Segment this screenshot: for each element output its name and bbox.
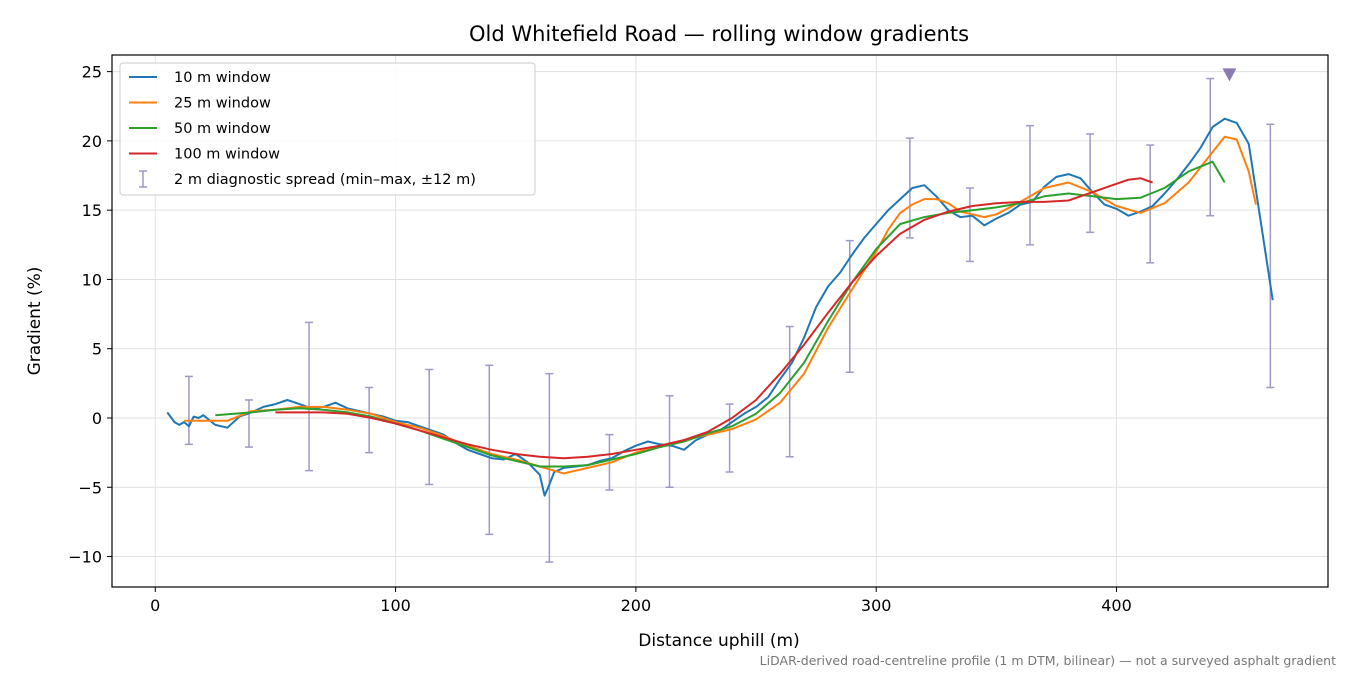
y-tick-label: 25 (82, 63, 102, 82)
y-tick-label: 5 (92, 340, 102, 359)
x-tick-label: 0 (150, 596, 160, 615)
series-line-3 (215, 160, 1226, 468)
y-tick-label: 0 (92, 409, 102, 428)
legend-box (119, 62, 536, 196)
x-tick-label: 100 (380, 596, 411, 615)
x-tick-label: 300 (861, 596, 892, 615)
spread-bar (1086, 133, 1095, 234)
spread-bar (845, 239, 854, 374)
spread-bar (184, 375, 193, 446)
spread-bar (1146, 144, 1155, 264)
y-axis-title: Gradient (%) (25, 267, 45, 376)
axis-ticks: 0 100 200 300 400 −10 −5 0 5 10 15 20 25 (68, 63, 1132, 615)
spread-bar (425, 368, 434, 486)
legend-label: 25 m window (174, 96, 271, 112)
spread-bar (725, 403, 734, 473)
spread-bar (365, 386, 374, 454)
diagnostic-spread-bars (184, 77, 1275, 563)
spread-bar (244, 399, 253, 448)
chart-title: Old Whitefield Road — rolling window gra… (469, 22, 969, 46)
spread-bar (1266, 123, 1275, 389)
spread-bar (665, 395, 674, 488)
legend-label: 50 m window (174, 121, 271, 137)
x-axis-title: Distance uphill (m) (638, 631, 799, 651)
legend-label: 2 m diagnostic spread (min–max, ±12 m) (174, 172, 476, 188)
spread-bar (545, 372, 554, 563)
x-tick-label: 200 (621, 596, 652, 615)
y-tick-label: 10 (82, 270, 102, 289)
spread-bar (305, 321, 314, 472)
spread-bar (1026, 124, 1035, 246)
y-tick-label: −10 (68, 548, 102, 567)
series-line-4 (275, 177, 1153, 460)
y-tick-label: −5 (78, 478, 102, 497)
series-lines (166, 117, 1274, 497)
plot-frame (111, 54, 1329, 588)
footnote: LiDAR-derived road-centreline profile (1… (760, 653, 1336, 668)
x-tick-label: 400 (1101, 596, 1132, 615)
legend-label: 100 m window (174, 147, 280, 163)
peak-marker-layer (1222, 68, 1237, 82)
legend: 10 m window 25 m window 50 m window 100 m w… (119, 62, 536, 196)
legend-label: 10 m window (174, 70, 271, 86)
y-tick-label: 15 (82, 201, 102, 220)
y-tick-label: 20 (82, 132, 102, 151)
spread-bar (965, 187, 974, 263)
peak-marker (1222, 68, 1237, 82)
spread-bar (1206, 77, 1215, 217)
